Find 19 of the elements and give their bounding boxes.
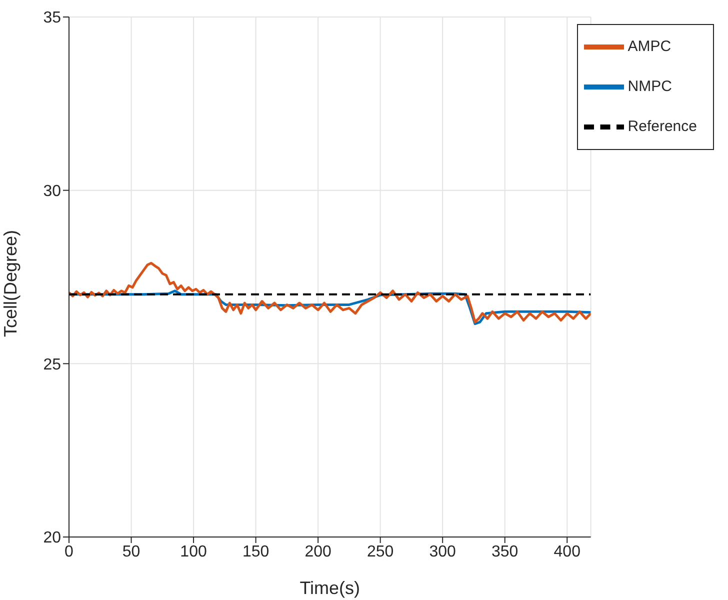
y-tick-label: 25 bbox=[43, 356, 62, 374]
y-axis-title: Tcell(Degree) bbox=[0, 230, 20, 337]
x-tick-label: 350 bbox=[492, 543, 518, 560]
legend-label: NMPC bbox=[628, 78, 672, 95]
x-tick-label: 0 bbox=[64, 543, 74, 560]
x-tick-label: 150 bbox=[242, 543, 270, 560]
x-tick-label: 50 bbox=[122, 543, 140, 560]
legend-label: AMPC bbox=[628, 38, 672, 55]
x-tick-label: 200 bbox=[304, 543, 332, 560]
y-tick-label: 35 bbox=[43, 10, 62, 27]
legend-label: Reference bbox=[628, 118, 697, 135]
x-tick-label: 100 bbox=[180, 543, 207, 560]
line-series bbox=[69, 262, 591, 324]
x-axis-title: Time(s) bbox=[300, 578, 360, 598]
x-tick-label: 250 bbox=[366, 543, 394, 560]
x-tick-label: 300 bbox=[429, 543, 456, 560]
x-tick-label: 400 bbox=[554, 543, 581, 560]
y-tick-label: 20 bbox=[43, 530, 62, 547]
y-tick-label: 30 bbox=[43, 183, 62, 200]
